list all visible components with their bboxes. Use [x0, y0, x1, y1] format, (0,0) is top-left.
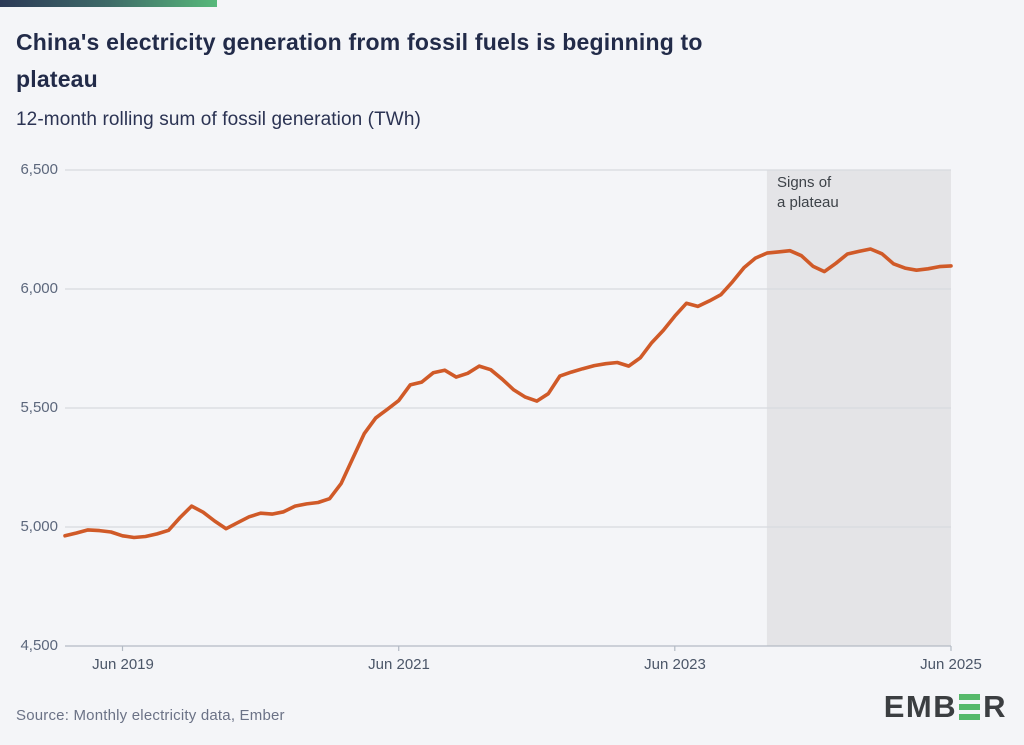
x-axis-tick-label: Jun 2021 — [368, 656, 430, 673]
source-note: Source: Monthly electricity data, Ember — [16, 707, 285, 724]
ember-logo-text-left: EMB — [883, 689, 958, 724]
page-title: China's electricity generation from foss… — [16, 24, 956, 98]
plateau-annotation-line2: a plateau — [777, 194, 839, 211]
x-axis-tick-label: Jun 2023 — [644, 656, 706, 673]
page-title-line2: plateau — [16, 66, 98, 92]
chart-subtitle: 12-month rolling sum of fossil generatio… — [16, 109, 421, 130]
x-axis-tick-label: Jun 2025 — [920, 656, 982, 673]
ember-logo-text-right: R — [983, 689, 1007, 724]
page-title-line1: China's electricity generation from foss… — [16, 29, 703, 55]
plateau-annotation: Signs of a plateau — [777, 173, 839, 213]
y-axis-tick-label: 5,500 — [20, 399, 58, 416]
y-axis-tick-label: 6,500 — [20, 161, 58, 178]
y-axis-tick-label: 6,000 — [20, 280, 58, 297]
y-axis-tick-label: 4,500 — [20, 637, 58, 654]
ember-logo: EMB R — [883, 689, 1007, 724]
plateau-annotation-line1: Signs of — [777, 174, 832, 191]
y-axis-tick-label: 5,000 — [20, 518, 58, 535]
brand-accent-bar — [0, 0, 217, 7]
ember-logo-e-bars-icon — [959, 694, 981, 720]
x-axis-tick-label: Jun 2019 — [92, 656, 154, 673]
